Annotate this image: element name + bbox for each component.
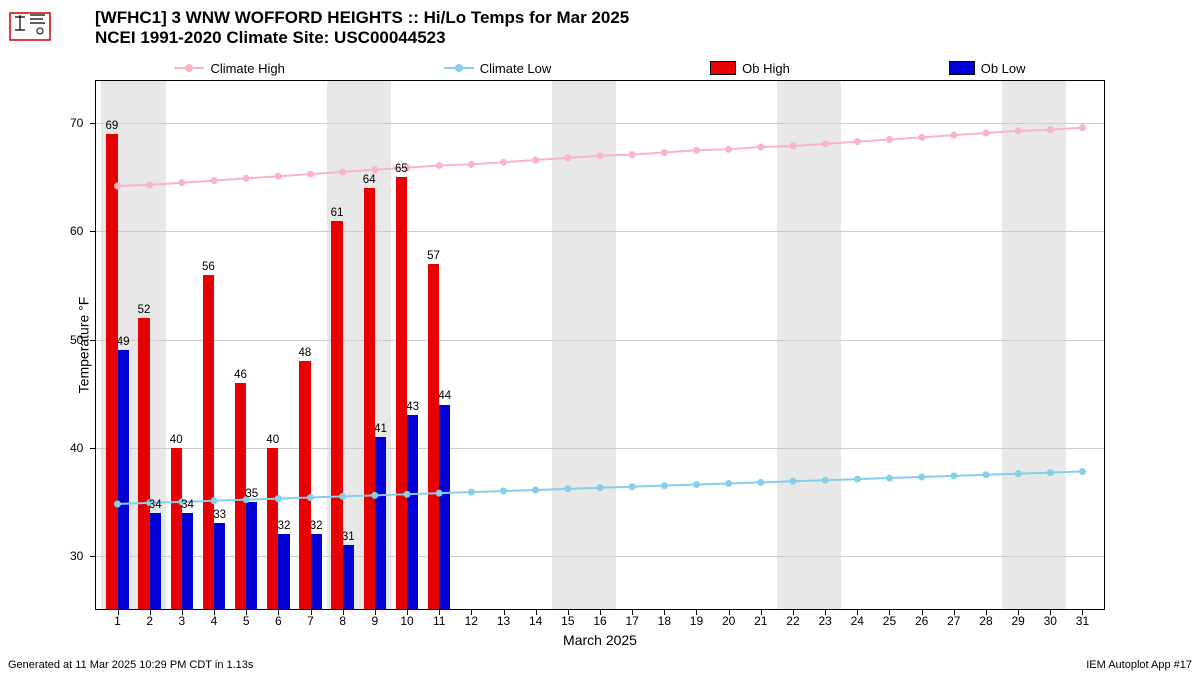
y-tick-label: 50	[70, 333, 91, 347]
x-tick-label: 22	[786, 614, 799, 628]
footer-generated: Generated at 11 Mar 2025 10:29 PM CDT in…	[8, 659, 253, 671]
chart-frame	[95, 80, 1105, 610]
legend-ob-low: Ob Low	[949, 61, 1026, 76]
x-tick-label: 20	[722, 614, 735, 628]
legend-label: Climate Low	[480, 61, 552, 76]
x-tick-label: 6	[275, 614, 282, 628]
x-tick-label: 15	[561, 614, 574, 628]
x-tick-label: 19	[690, 614, 703, 628]
x-tick-label: 24	[851, 614, 864, 628]
chart-title: [WFHC1] 3 WNW WOFFORD HEIGHTS :: Hi/Lo T…	[95, 8, 629, 49]
legend-ob-high: Ob High	[710, 61, 790, 76]
x-tick-label: 12	[465, 614, 478, 628]
x-tick-label: 5	[243, 614, 250, 628]
x-tick-label: 1	[114, 614, 121, 628]
x-tick-label: 14	[529, 614, 542, 628]
x-tick-label: 23	[818, 614, 831, 628]
x-tick-label: 11	[433, 614, 445, 628]
iem-logo	[5, 5, 55, 45]
legend-climate-low: Climate Low	[444, 61, 552, 76]
footer-app: IEM Autoplot App #17	[1086, 659, 1192, 671]
legend-label: Climate High	[210, 61, 284, 76]
x-tick-label: 10	[400, 614, 413, 628]
x-tick-label: 29	[1011, 614, 1024, 628]
x-tick-label: 28	[979, 614, 992, 628]
x-tick-label: 17	[625, 614, 638, 628]
title-line-2: NCEI 1991-2020 Climate Site: USC00044523	[95, 28, 629, 48]
x-tick-label: 26	[915, 614, 928, 628]
legend-label: Ob High	[742, 61, 790, 76]
y-tick-label: 40	[70, 441, 91, 455]
x-tick-label: 4	[211, 614, 218, 628]
x-tick-label: 16	[593, 614, 606, 628]
x-tick-label: 7	[307, 614, 314, 628]
x-tick-label: 30	[1044, 614, 1057, 628]
title-line-1: [WFHC1] 3 WNW WOFFORD HEIGHTS :: Hi/Lo T…	[95, 8, 629, 28]
x-tick-label: 9	[371, 614, 378, 628]
x-tick-label: 25	[883, 614, 896, 628]
x-tick-label: 18	[658, 614, 671, 628]
x-tick-label: 2	[146, 614, 153, 628]
x-tick-label: 8	[339, 614, 346, 628]
legend-climate-high: Climate High	[174, 61, 284, 76]
x-axis-label: March 2025	[95, 632, 1105, 648]
y-tick-label: 60	[70, 224, 91, 238]
x-tick-label: 13	[497, 614, 510, 628]
x-tick-label: 3	[179, 614, 186, 628]
legend-label: Ob Low	[981, 61, 1026, 76]
legend: Climate High Climate Low Ob High Ob Low	[95, 58, 1105, 78]
plot-area: Climate High Climate Low Ob High Ob Low …	[95, 80, 1105, 610]
x-tick-label: 31	[1076, 614, 1089, 628]
x-tick-label: 27	[947, 614, 960, 628]
x-tick-label: 21	[754, 614, 767, 628]
y-tick-label: 30	[70, 549, 91, 563]
y-tick-label: 70	[70, 116, 91, 130]
